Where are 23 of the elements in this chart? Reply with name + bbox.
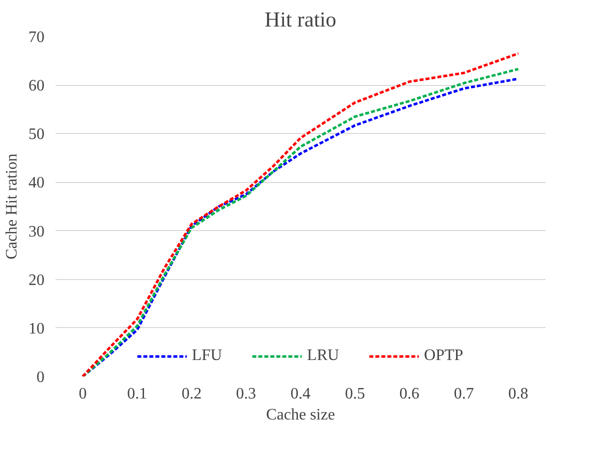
legend-label: LRU — [307, 347, 340, 365]
x-tick-label: 0.8 — [508, 386, 528, 402]
y-tick-label: 20 — [28, 272, 44, 289]
x-tick-label: 0.6 — [399, 386, 420, 402]
x-tick-label: 0.7 — [454, 386, 474, 402]
x-tick-label: 0.1 — [127, 386, 148, 402]
x-axis-title: Cache size — [266, 406, 335, 424]
y-axis-title: Cache Hit ration — [4, 154, 20, 260]
y-tick-label: 50 — [28, 126, 44, 144]
y-tick-label: 0 — [36, 369, 44, 386]
y-tick-label: 60 — [28, 78, 44, 95]
x-tick-label: 0.3 — [236, 386, 256, 402]
y-tick-label: 10 — [28, 320, 44, 338]
y-tick-label: 40 — [28, 174, 44, 192]
y-tick-label: 30 — [28, 223, 44, 240]
chart-title: Hit ratio — [264, 8, 336, 32]
x-tick-label: 0.5 — [344, 386, 365, 402]
x-tick-label: 0.2 — [182, 386, 202, 402]
legend-label: OPTP — [424, 347, 464, 365]
y-tick-label: 70 — [28, 29, 44, 46]
x-tick-label: 0 — [78, 386, 87, 402]
x-tick-label: 0.4 — [290, 386, 310, 402]
legend-label: LFU — [192, 347, 222, 365]
